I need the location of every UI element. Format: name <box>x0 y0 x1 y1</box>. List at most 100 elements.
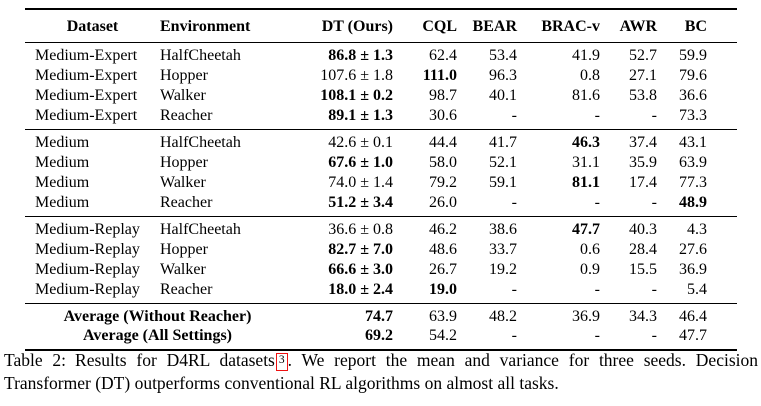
cell-awr: 28.4 <box>629 241 657 258</box>
cell-bc: 5.4 <box>687 281 707 298</box>
table-row: Medium-Replay Walker 66.6 ± 3.0 26.7 19.2 0.9… <box>25 260 737 280</box>
cell-bear: 59.1 <box>489 174 517 191</box>
average-row: Average (All Settings) 69.2 54.2 - - - 47.7 <box>25 326 737 350</box>
cell-dt-ours: 74.0 ± 1.4 <box>328 174 393 191</box>
column-header-environment: Environment <box>160 9 290 43</box>
cell-bear: 96.3 <box>489 67 517 84</box>
cell-brac-v: 31.1 <box>572 154 600 171</box>
cell-dt-ours: 42.6 ± 0.1 <box>328 134 393 151</box>
table-header-row: Dataset Environment DT (Ours) CQL BEAR BRAC-v… <box>25 9 737 43</box>
cell-cql: 26.7 <box>429 261 457 278</box>
cell-awr: 27.1 <box>629 67 657 84</box>
cell-dataset: Medium-Replay <box>35 281 140 298</box>
cell-cql: 44.4 <box>429 134 457 151</box>
cell-awr: - <box>651 327 657 344</box>
table-row: Medium-Replay Reacher 18.0 ± 2.4 19.0 - - - 5.4 <box>25 280 737 304</box>
cell-brac-v: 41.9 <box>572 47 600 64</box>
cell-cql: 62.4 <box>429 47 457 64</box>
cell-cql: 79.2 <box>429 174 457 191</box>
cell-brac-v: 46.3 <box>572 134 600 151</box>
column-header-cql: CQL <box>395 9 460 43</box>
cell-environment: Walker <box>160 261 206 278</box>
cell-brac-v: 81.1 <box>572 174 600 191</box>
cell-bear: 52.1 <box>489 154 517 171</box>
table-row: Medium HalfCheetah 42.6 ± 0.1 44.4 41.7 46.3 3… <box>25 130 737 154</box>
cell-bear: 38.6 <box>489 221 517 238</box>
table-row: Medium-Replay HalfCheetah 36.6 ± 0.8 46.2 38… <box>25 217 737 241</box>
cell-awr: 15.5 <box>629 261 657 278</box>
cell-awr: - <box>651 107 657 124</box>
caption-text-after: . We report the mean and variance for th… <box>4 350 759 393</box>
cell-bc: 36.9 <box>679 261 707 278</box>
cell-dataset: Medium-Replay <box>35 261 140 278</box>
cell-awr: - <box>651 194 657 211</box>
caption-text-before: Results for D4RL datasets <box>75 350 275 370</box>
cell-awr: 34.3 <box>629 308 657 325</box>
cell-bear: 40.1 <box>489 87 517 104</box>
cell-dataset: Medium-Expert <box>35 107 138 124</box>
cell-bc: 27.6 <box>679 241 707 258</box>
cell-bear: - <box>511 194 517 211</box>
cell-environment: HalfCheetah <box>160 221 241 238</box>
cell-environment: Hopper <box>160 241 208 258</box>
cell-bear: - <box>511 327 517 344</box>
footnote-ref-link[interactable]: 3 <box>275 353 288 371</box>
cell-dt-ours: 69.2 <box>365 327 393 344</box>
cell-environment: Hopper <box>160 154 208 171</box>
cell-bear: 53.4 <box>489 47 517 64</box>
average-row: Average (Without Reacher) 74.7 63.9 48.2 36.… <box>25 304 737 327</box>
section-medium: Medium HalfCheetah 42.6 ± 0.1 44.4 41.7 46.3 3… <box>25 129 737 217</box>
column-header-bc: BC <box>660 9 737 43</box>
cell-cql: 63.9 <box>429 308 457 325</box>
cell-awr: - <box>651 281 657 298</box>
cell-bc: 48.9 <box>679 194 707 211</box>
cell-dt-ours: 18.0 ± 2.4 <box>328 281 393 298</box>
cell-brac-v: 0.8 <box>580 67 600 84</box>
cell-awr: 17.4 <box>629 174 657 191</box>
cell-brac-v: - <box>594 194 600 211</box>
caption-label: Table 2: <box>4 350 67 370</box>
cell-awr: 37.4 <box>629 134 657 151</box>
cell-dataset: Medium-Expert <box>35 87 138 104</box>
cell-environment: Walker <box>160 87 206 104</box>
cell-dataset: Medium <box>35 154 90 171</box>
column-header-bear: BEAR <box>460 9 520 43</box>
cell-bc: 43.1 <box>679 134 707 151</box>
cell-bc: 36.6 <box>679 87 707 104</box>
table-row: Medium Walker 74.0 ± 1.4 79.2 59.1 81.1 17.4 77… <box>25 173 737 193</box>
cell-brac-v: - <box>594 107 600 124</box>
cell-environment: Walker <box>160 174 206 191</box>
cell-cql: 48.6 <box>429 241 457 258</box>
cell-dataset: Medium <box>35 174 90 191</box>
cell-bear: - <box>511 107 517 124</box>
cell-bc: 4.3 <box>687 221 707 238</box>
cell-dt-ours: 66.6 ± 3.0 <box>328 261 393 278</box>
cell-dataset: Medium-Replay <box>35 221 140 238</box>
cell-dt-ours: 67.6 ± 1.0 <box>328 154 393 171</box>
cell-dt-ours: 107.6 ± 1.8 <box>320 67 393 84</box>
cell-cql: 26.0 <box>429 194 457 211</box>
cell-bc: 73.3 <box>679 107 707 124</box>
table-row: Medium-Expert Hopper 107.6 ± 1.8 111.0 96.3 0… <box>25 66 737 86</box>
cell-awr: 40.3 <box>629 221 657 238</box>
average-row-label: Average (All Settings) <box>83 327 232 344</box>
cell-brac-v: - <box>594 327 600 344</box>
cell-environment: HalfCheetah <box>160 134 241 151</box>
cell-dt-ours: 108.1 ± 0.2 <box>320 87 393 104</box>
table-row: Medium-Expert HalfCheetah 86.8 ± 1.3 62.4 53… <box>25 43 737 67</box>
cell-bear: 33.7 <box>489 241 517 258</box>
cell-dt-ours: 89.1 ± 1.3 <box>328 107 393 124</box>
cell-bc: 47.7 <box>679 327 707 344</box>
cell-dt-ours: 36.6 ± 0.8 <box>328 221 393 238</box>
cell-bear: 19.2 <box>489 261 517 278</box>
cell-dataset: Medium-Expert <box>35 67 138 84</box>
cell-bc: 63.9 <box>679 154 707 171</box>
column-header-awr: AWR <box>603 9 660 43</box>
cell-environment: Hopper <box>160 67 208 84</box>
averages-section: Average (Without Reacher) 74.7 63.9 48.2 36.… <box>25 303 737 351</box>
column-header-dt-ours: DT (Ours) <box>290 9 395 43</box>
table-row: Medium-Expert Reacher 89.1 ± 1.3 30.6 - - - 73.… <box>25 106 737 130</box>
cell-cql: 98.7 <box>429 87 457 104</box>
table-row: Medium-Expert Walker 108.1 ± 0.2 98.7 40.1 81… <box>25 86 737 106</box>
